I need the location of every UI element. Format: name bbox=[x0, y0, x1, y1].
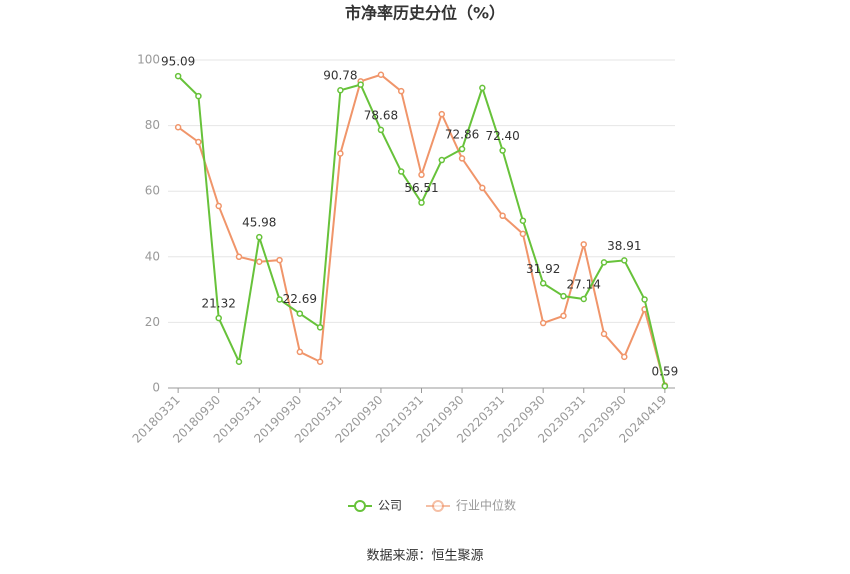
point bbox=[256, 233, 263, 241]
point bbox=[600, 330, 608, 338]
legend-marker bbox=[354, 500, 366, 512]
chart-title: 市净率历史分位（%） bbox=[345, 4, 505, 23]
point bbox=[479, 184, 486, 192]
data-label: 78.68 bbox=[364, 108, 398, 122]
legend-item: 行业中位数 bbox=[426, 498, 516, 513]
series-line bbox=[177, 73, 666, 386]
point bbox=[357, 81, 364, 88]
point bbox=[235, 358, 243, 366]
y-tick-label: 80 bbox=[145, 118, 160, 132]
point bbox=[256, 258, 263, 265]
y-tick-label: 100 bbox=[137, 53, 160, 67]
point bbox=[438, 156, 446, 164]
point bbox=[560, 312, 567, 320]
data-label: 21.32 bbox=[202, 297, 236, 311]
point bbox=[195, 92, 202, 100]
point bbox=[539, 280, 547, 287]
point bbox=[235, 253, 243, 261]
point bbox=[174, 72, 182, 80]
data-label: 45.98 bbox=[242, 216, 276, 230]
y-tick-label: 40 bbox=[145, 249, 160, 263]
point bbox=[621, 257, 628, 264]
data-label: 0.59 bbox=[652, 365, 679, 379]
y-tick-label: 60 bbox=[145, 184, 160, 198]
point bbox=[316, 358, 324, 366]
point bbox=[458, 145, 466, 153]
point bbox=[174, 123, 182, 131]
point bbox=[580, 295, 587, 303]
point bbox=[438, 110, 446, 118]
legend-marker bbox=[432, 500, 444, 512]
point bbox=[337, 150, 344, 157]
point bbox=[195, 138, 202, 146]
data-label: 27.14 bbox=[567, 277, 601, 291]
point bbox=[397, 87, 405, 95]
data-label: 95.09 bbox=[161, 55, 195, 69]
point bbox=[377, 71, 385, 79]
data-label: 38.91 bbox=[607, 239, 641, 253]
series-line bbox=[177, 75, 666, 387]
point bbox=[479, 84, 486, 92]
point bbox=[337, 86, 344, 94]
legend-label: 公司 bbox=[378, 499, 402, 513]
point bbox=[519, 230, 527, 238]
point bbox=[215, 314, 222, 322]
point bbox=[661, 382, 669, 390]
legend-item: 公司 bbox=[348, 499, 402, 513]
point bbox=[519, 217, 527, 224]
data-label: 72.40 bbox=[485, 129, 519, 143]
data-label: 90.78 bbox=[323, 69, 357, 83]
point bbox=[499, 212, 506, 220]
point bbox=[276, 296, 283, 303]
point bbox=[377, 126, 385, 134]
point bbox=[316, 324, 324, 331]
point bbox=[418, 171, 425, 179]
data-label: 22.69 bbox=[283, 292, 317, 306]
legend-label: 行业中位数 bbox=[456, 498, 516, 513]
point bbox=[296, 310, 304, 317]
data-label: 72.86 bbox=[445, 128, 479, 142]
point bbox=[215, 202, 222, 210]
point bbox=[539, 319, 547, 327]
point bbox=[560, 292, 567, 300]
data-label: 31.92 bbox=[526, 262, 560, 276]
point bbox=[499, 147, 506, 154]
point bbox=[580, 241, 587, 248]
point bbox=[641, 296, 648, 303]
point bbox=[458, 155, 466, 162]
point bbox=[600, 259, 608, 266]
y-tick-label: 0 bbox=[152, 381, 160, 395]
point bbox=[418, 199, 425, 206]
point bbox=[276, 256, 283, 264]
data-label: 56.51 bbox=[404, 181, 438, 195]
y-tick-label: 20 bbox=[145, 315, 160, 329]
point bbox=[621, 353, 628, 361]
point bbox=[296, 348, 304, 356]
source: 数据来源：恒生聚源 bbox=[366, 549, 483, 564]
point bbox=[397, 168, 405, 175]
